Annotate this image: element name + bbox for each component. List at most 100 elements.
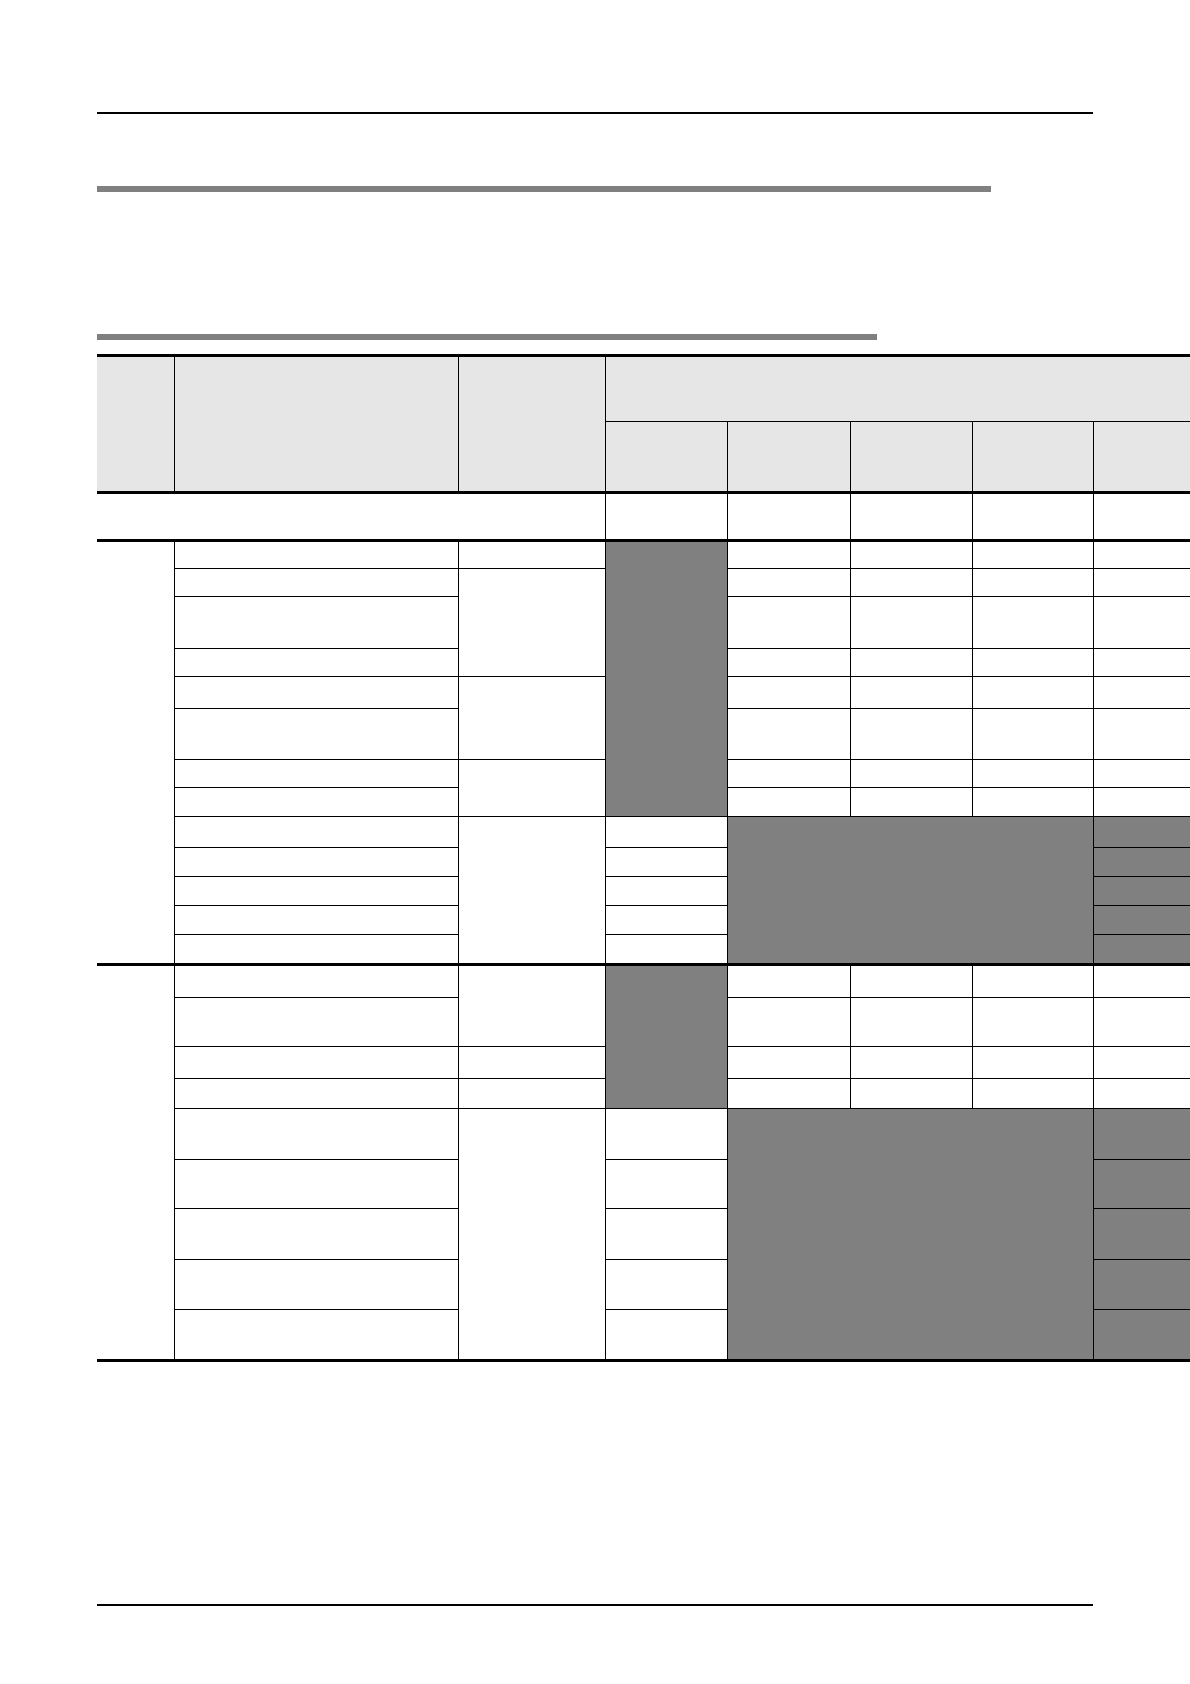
group-cell [459,1109,606,1360]
value-cell [1094,649,1190,677]
item-cell [175,964,459,998]
shaded-cell [1094,817,1190,848]
table-thick-rule [97,490,1190,494]
item-cell [175,597,459,649]
value-cell [728,964,851,998]
summary-cell [973,492,1094,540]
value-cell [606,1160,728,1209]
shaded-cell [1094,848,1190,877]
value-cell [606,1209,728,1260]
section-heading-bar [97,186,991,192]
item-cell [175,1109,459,1160]
group-cell [459,540,606,569]
value-cell [973,788,1094,817]
value-cell [851,788,973,817]
value-cell [728,1047,851,1079]
item-cell [175,760,459,788]
value-cell [728,540,851,569]
shaded-cell [606,540,728,817]
shaded-cell [728,817,1094,964]
section-label-cell [97,540,175,964]
shaded-cell [1094,906,1190,935]
value-cell [851,998,973,1047]
value-cell [728,709,851,760]
value-cell [1094,597,1190,649]
value-cell [606,1310,728,1360]
value-cell [728,760,851,788]
value-cell [1094,964,1190,998]
value-cell [606,817,728,848]
value-cell [851,964,973,998]
value-cell [728,597,851,649]
shaded-cell [1094,935,1190,964]
value-cell [973,677,1094,709]
value-cell [851,540,973,569]
item-cell [175,677,459,709]
group-cell [459,760,606,817]
item-cell [175,877,459,906]
item-cell [175,709,459,760]
item-cell [175,649,459,677]
value-cell [973,998,1094,1047]
header-subcell [606,422,728,492]
item-cell [175,1047,459,1079]
value-cell [851,597,973,649]
page-header-rule [97,112,1093,114]
item-cell [175,817,459,848]
item-cell [175,569,459,597]
shaded-cell [1094,1260,1190,1310]
header-cell [459,355,606,492]
header-cell [97,355,175,492]
item-cell [175,788,459,817]
item-cell [175,906,459,935]
item-cell [175,1260,459,1310]
value-cell [851,1079,973,1109]
summary-cell [1094,492,1190,540]
shaded-cell [1094,1209,1190,1260]
group-cell [459,677,606,760]
value-cell [973,1047,1094,1079]
shaded-cell [728,1109,1094,1360]
group-cell [459,817,606,964]
item-cell [175,1160,459,1209]
value-cell [851,649,973,677]
shaded-cell [1094,1310,1190,1360]
summary-label-cell [97,492,606,540]
value-cell [606,1109,728,1160]
value-cell [606,848,728,877]
value-cell [606,877,728,906]
header-subcell [728,422,851,492]
value-cell [1094,998,1190,1047]
table-thick-rule [97,353,1190,357]
item-cell [175,1310,459,1360]
shaded-cell [1094,1109,1190,1160]
value-cell [728,788,851,817]
value-cell [1094,1079,1190,1109]
value-cell [728,998,851,1047]
value-cell [728,569,851,597]
group-cell [459,1047,606,1079]
header-group-cell [606,355,1190,422]
value-cell [1094,788,1190,817]
shaded-cell [1094,877,1190,906]
value-cell [728,677,851,709]
item-cell [175,935,459,964]
page-footer-rule [97,1604,1093,1606]
value-cell [1094,760,1190,788]
value-cell [973,1079,1094,1109]
item-cell [175,1079,459,1109]
header-subcell [1094,422,1190,492]
value-cell [728,649,851,677]
value-cell [973,597,1094,649]
value-cell [973,649,1094,677]
item-cell [175,998,459,1047]
summary-cell [728,492,851,540]
value-cell [1094,677,1190,709]
group-cell [459,964,606,1047]
summary-cell [606,492,728,540]
group-cell [459,1079,606,1109]
item-cell [175,848,459,877]
value-cell [973,964,1094,998]
value-cell [851,760,973,788]
table-thick-rule [97,1358,1190,1362]
